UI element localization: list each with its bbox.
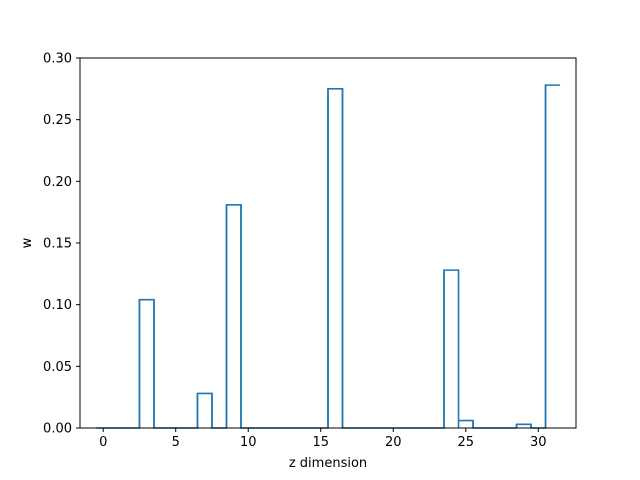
y-tick-label: 0.30 (43, 52, 72, 67)
x-tick-label: 15 (312, 435, 329, 450)
y-tick-label: 0.10 (43, 298, 72, 313)
y-tick-label: 0.15 (43, 237, 72, 252)
y-tick-label: 0.00 (43, 422, 72, 437)
x-tick-label: 20 (385, 435, 402, 450)
x-tick-label: 10 (240, 435, 257, 450)
x-axis-label: z dimension (289, 456, 367, 471)
x-tick-label: 5 (172, 435, 180, 450)
y-axis: 0.00 0.05 0.10 0.15 0.20 0.25 0.30 (43, 52, 80, 437)
x-tick-label: 25 (458, 435, 475, 450)
y-tick-label: 0.25 (43, 113, 72, 128)
y-axis-label: w (20, 237, 35, 248)
y-tick-label: 0.05 (43, 360, 72, 375)
y-tick-label: 0.20 (43, 175, 72, 190)
x-tick-label: 0 (99, 435, 107, 450)
x-tick-label: 30 (530, 435, 547, 450)
x-axis: 0 5 10 15 20 25 30 (99, 428, 547, 450)
